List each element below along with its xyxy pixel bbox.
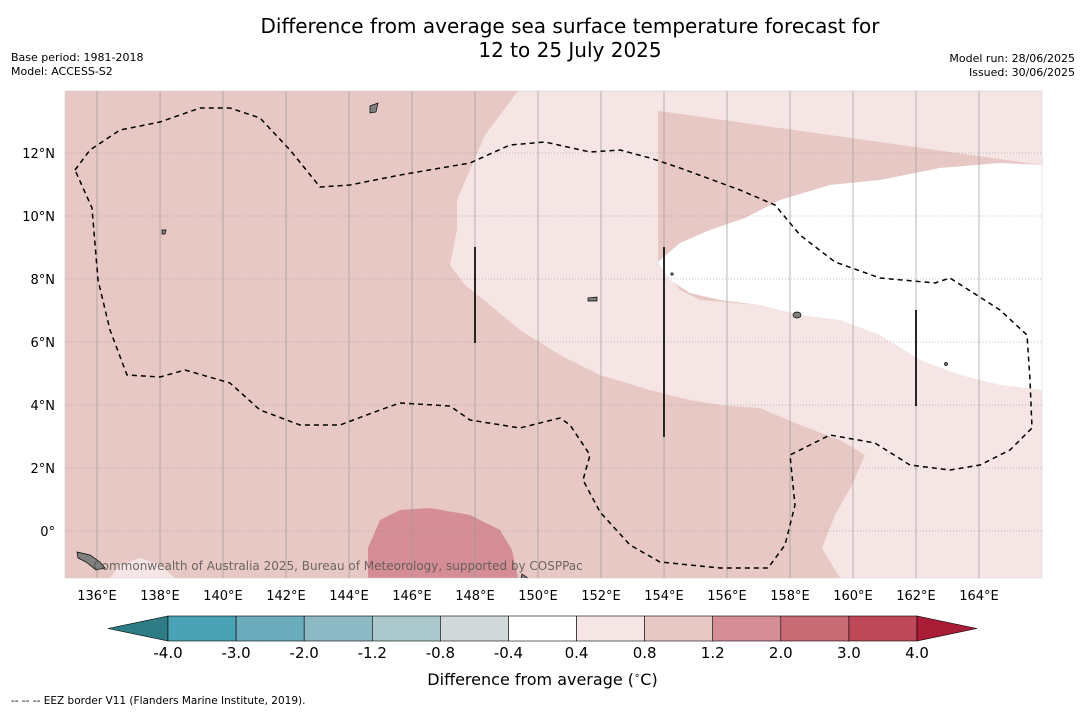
meta-right: Model run: 28/06/2025 Issued: 30/06/2025: [949, 52, 1075, 80]
lon-label: 144°E: [329, 589, 369, 604]
anomaly-region-near-zero: [658, 163, 1042, 390]
lon-label: 160°E: [833, 589, 873, 604]
colorbar-segment: [303, 615, 373, 642]
footnote: -- -- -- EEZ border V11 (Flanders Marine…: [11, 695, 306, 707]
colorbar-segment: [440, 615, 509, 642]
colorbar-ticks: -4.0 -3.0 -2.0 -1.2 -0.8 -0.4 0.4 0.8 1.2 2.0 3.0 4…: [153, 644, 929, 662]
anomaly-patch-southwest: [110, 558, 175, 578]
colorbar-segment: [848, 615, 918, 642]
lat-label: 10°N: [22, 210, 55, 225]
colorbar-tick-label: -0.4: [494, 644, 523, 662]
lat-label: 8°N: [31, 273, 56, 288]
meta-left: Base period: 1981-2018 Model: ACCESS-S2: [11, 51, 143, 79]
colorbar-segment: [371, 615, 441, 642]
colorbar-extend-low: [107, 615, 169, 642]
colorbar-tick-label: -1.2: [358, 644, 387, 662]
lon-label: 146°E: [392, 589, 432, 604]
model-run-text: Model run: 28/06/2025: [949, 52, 1075, 65]
lat-label: 2°N: [31, 462, 56, 477]
colorbar-segment: [235, 615, 305, 642]
colorbar-tick-label: 1.2: [701, 644, 725, 662]
eez-segment-lines: [474, 247, 917, 437]
model-text: Model: ACCESS-S2: [11, 65, 113, 78]
credit-text: Commonwealth of Australia 2025, Bureau o…: [93, 559, 583, 573]
lat-label: 4°N: [31, 399, 56, 414]
colorbar-tick-label: 0.4: [565, 644, 589, 662]
issued-text: Issued: 30/06/2025: [968, 66, 1075, 79]
lat-axis: 12°N 10°N 8°N 6°N 4°N 2°N 0°: [22, 147, 55, 540]
colorbar-tick-label: -3.0: [221, 644, 250, 662]
colorbar-tick-label: 2.0: [769, 644, 793, 662]
lat-gridlines: [65, 152, 1042, 532]
lon-label: 148°E: [455, 589, 495, 604]
colorbar-extend-high: [916, 615, 978, 642]
colorbar-tick-label: 0.8: [633, 644, 657, 662]
anomaly-region-1.2-2.0: [368, 508, 518, 578]
lon-label: 150°E: [518, 589, 558, 604]
lon-label: 142°E: [266, 589, 306, 604]
colorbar-segment: [644, 615, 714, 642]
lat-label: 12°N: [22, 147, 55, 162]
title-line-2: 12 to 25 July 2025: [478, 38, 662, 62]
colorbar-title: Difference from average (∘C): [427, 670, 658, 689]
colorbar-segment: [780, 615, 850, 642]
lon-label: 136°E: [77, 589, 117, 604]
eez-border: [74, 107, 1033, 569]
colorbar-segment: [576, 615, 645, 642]
colorbar-segment: [167, 615, 237, 642]
lon-label: 152°E: [581, 589, 621, 604]
lon-label: 138°E: [140, 589, 180, 604]
lon-label: 162°E: [896, 589, 936, 604]
colorbar-segments: [107, 615, 978, 642]
lon-label: 154°E: [644, 589, 684, 604]
colorbar-tick-label: -2.0: [290, 644, 319, 662]
anomaly-region-0.4-0.8: [450, 91, 1042, 578]
lon-label: 156°E: [707, 589, 747, 604]
title-line-1: Difference from average sea surface temp…: [260, 14, 880, 38]
colorbar-tick-label: 3.0: [837, 644, 861, 662]
lat-label: 6°N: [31, 336, 56, 351]
lon-gridlines: [96, 91, 980, 578]
colorbar-segment: [712, 615, 782, 642]
lon-label: 140°E: [203, 589, 243, 604]
base-period-text: Base period: 1981-2018: [11, 51, 144, 64]
lon-label: 158°E: [770, 589, 810, 604]
map-title: Difference from average sea surface temp…: [0, 14, 1085, 62]
lat-label: 0°: [40, 525, 55, 540]
islands: [76, 102, 948, 578]
colorbar-tick-label: 4.0: [905, 644, 929, 662]
colorbar-segment: [508, 615, 577, 642]
lon-axis: 136°E 138°E 140°E 142°E 144°E 146°E 148°…: [77, 589, 999, 604]
map-frame: [64, 90, 1043, 579]
colorbar-tick-label: -0.8: [426, 644, 455, 662]
lon-label: 164°E: [959, 589, 999, 604]
colorbar-tick-label: -4.0: [153, 644, 182, 662]
